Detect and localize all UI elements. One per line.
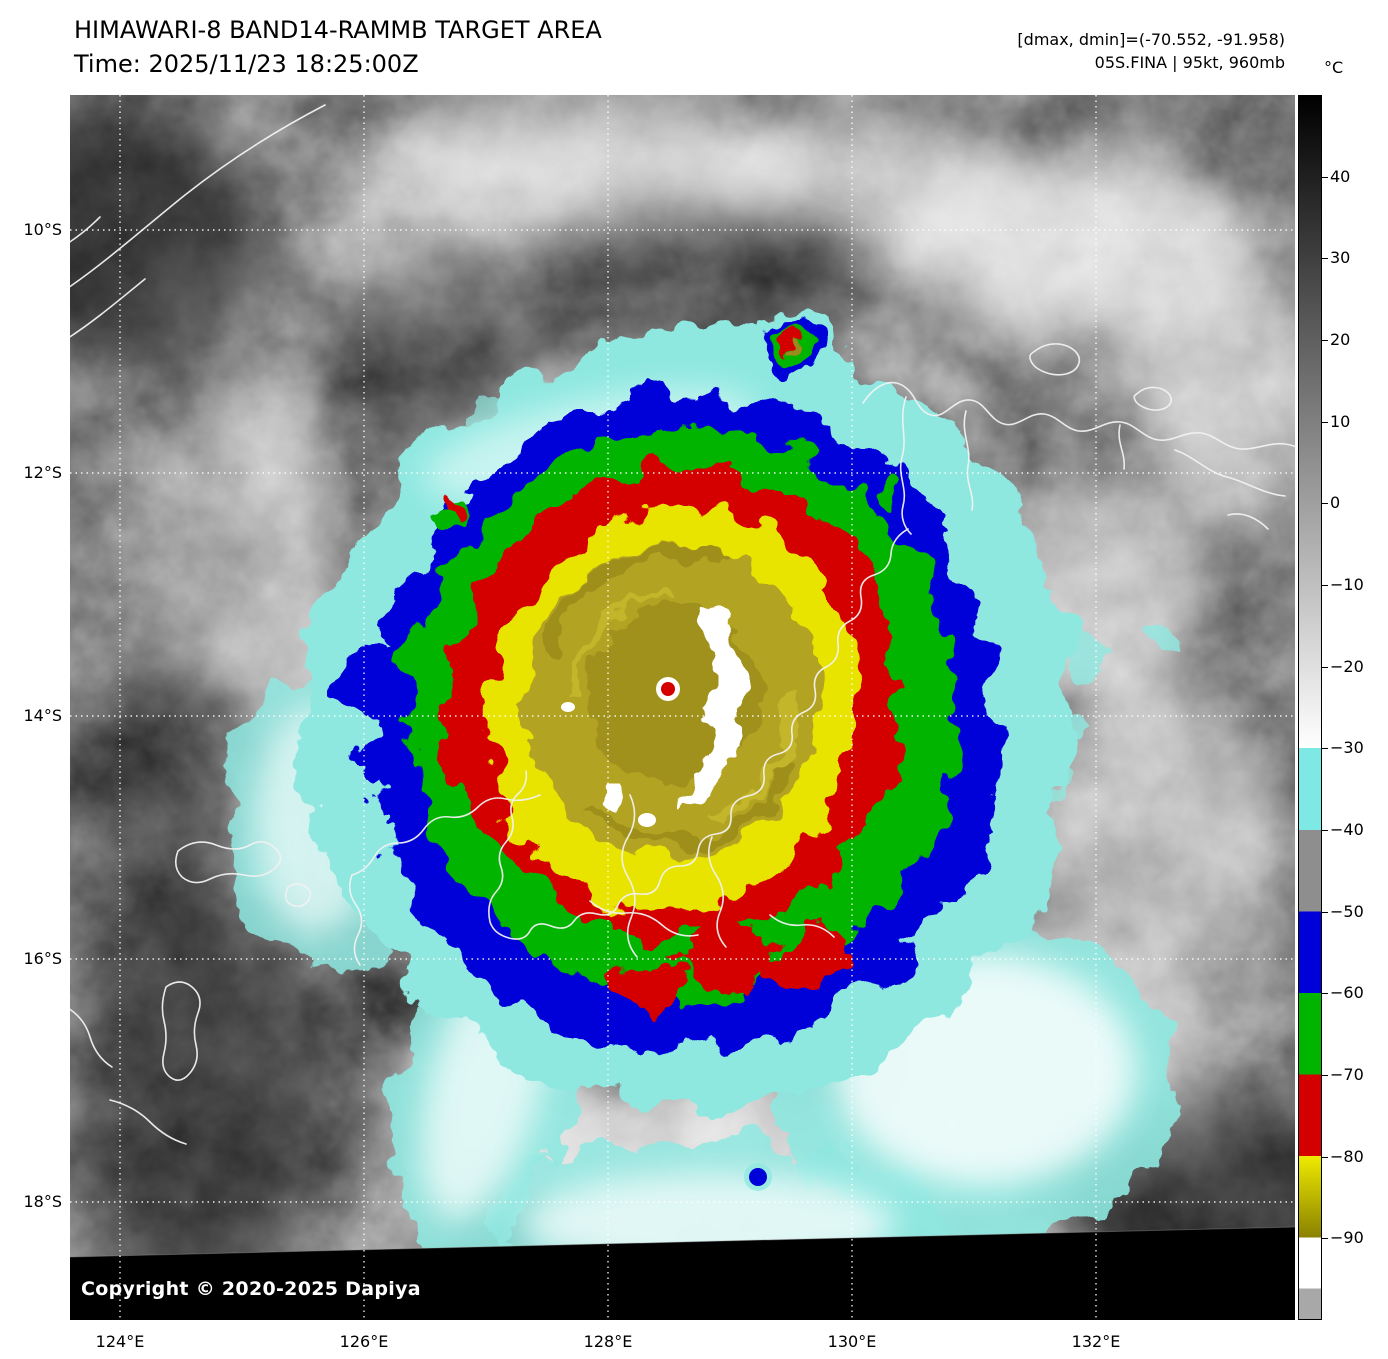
colorbar-tick-label: −50 bbox=[1322, 902, 1384, 922]
figure-title: HIMAWARI-8 BAND14-RAMMB TARGET AREA bbox=[74, 16, 602, 44]
cyclone bbox=[297, 330, 1073, 1108]
copyright-label: Copyright © 2020-2025 Dapiya bbox=[81, 1278, 421, 1300]
colorbar-tick-label: −90 bbox=[1322, 1228, 1384, 1248]
lat-tick-label: 16°S bbox=[23, 949, 62, 968]
sector-edge bbox=[70, 1227, 1295, 1320]
colorbar-tick-label: 30 bbox=[1322, 248, 1384, 268]
lat-tick-label: 12°S bbox=[23, 463, 62, 482]
colorbar-tick-label: −10 bbox=[1322, 575, 1384, 595]
colorbar-tick-label: −60 bbox=[1322, 983, 1384, 1003]
colorbar bbox=[1298, 95, 1322, 1320]
eye bbox=[561, 608, 747, 827]
colorbar-tick-label: 40 bbox=[1322, 167, 1384, 187]
colorbar-tick-label: 10 bbox=[1322, 412, 1384, 432]
colorbar-tick-label: −20 bbox=[1322, 657, 1384, 677]
lat-tick-label: 18°S bbox=[23, 1192, 62, 1211]
eye-center bbox=[661, 682, 675, 696]
small-storm bbox=[755, 311, 835, 379]
figure-time: Time: 2025/11/23 18:25:00Z bbox=[74, 50, 419, 78]
colorbar-tick-label: 20 bbox=[1322, 330, 1384, 350]
lon-tick-label: 124°E bbox=[95, 1332, 145, 1351]
lon-tick-label: 132°E bbox=[1071, 1332, 1121, 1351]
lon-tick-label: 130°E bbox=[827, 1332, 877, 1351]
colorbar-tick-label: −70 bbox=[1322, 1065, 1384, 1085]
lon-tick-label: 128°E bbox=[583, 1332, 633, 1351]
colorbar-tick-label: 0 bbox=[1322, 493, 1384, 513]
satellite-map: Copyright © 2020-2025 Dapiya bbox=[70, 95, 1295, 1320]
colorbar-tick-label: −80 bbox=[1322, 1147, 1384, 1167]
colorbar-unit-label: °C bbox=[1324, 58, 1344, 77]
colorbar-tick-label: −40 bbox=[1322, 820, 1384, 840]
storm-info-annotation: 05S.FINA | 95kt, 960mb bbox=[1094, 53, 1285, 72]
coastlines bbox=[70, 104, 1295, 1145]
small-cold-spot bbox=[744, 1163, 772, 1191]
satellite-image bbox=[70, 95, 1295, 1320]
lat-tick-label: 14°S bbox=[23, 706, 62, 725]
graticule bbox=[70, 95, 1295, 1320]
lon-tick-label: 126°E bbox=[339, 1332, 389, 1351]
colorbar-tick-label: −30 bbox=[1322, 738, 1384, 758]
dmax-dmin-annotation: [dmax, dmin]=(-70.552, -91.958) bbox=[1017, 30, 1285, 49]
lat-tick-label: 10°S bbox=[23, 220, 62, 239]
